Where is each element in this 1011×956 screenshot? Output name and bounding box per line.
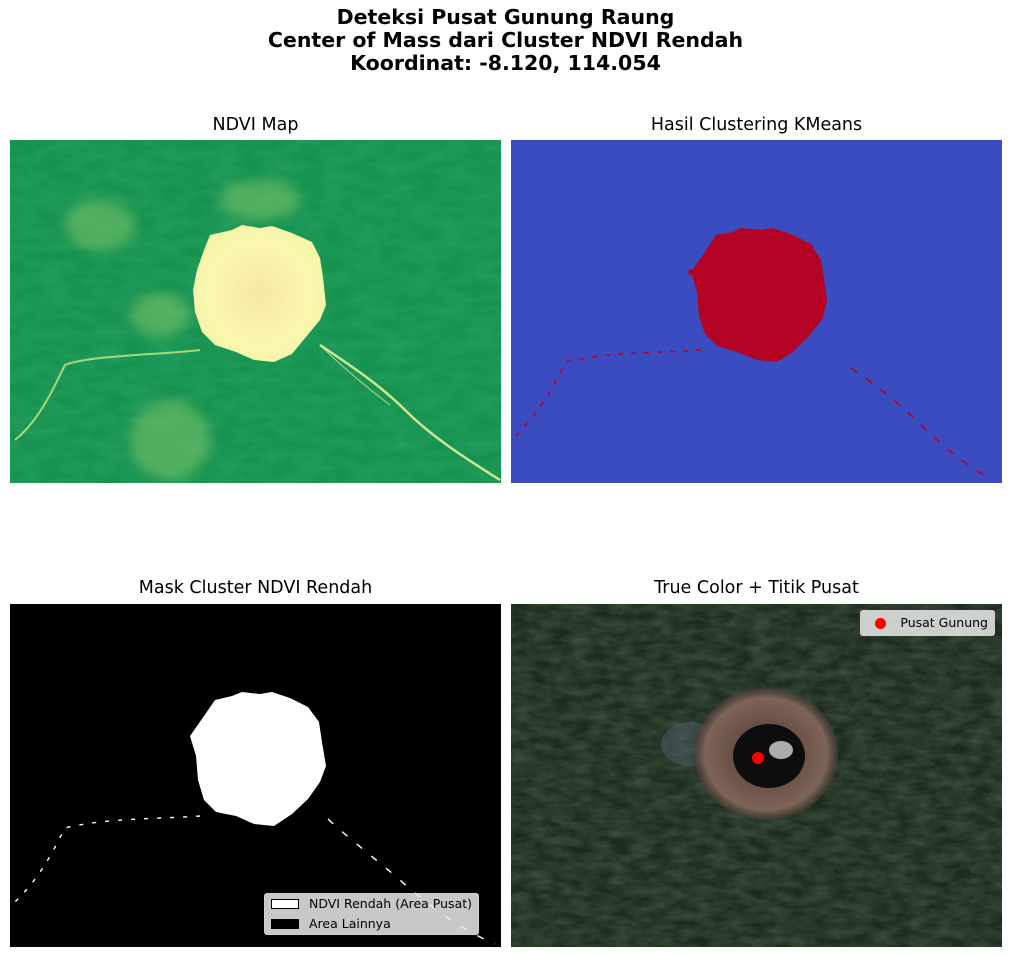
- ndvi-panel-title: NDVI Map: [212, 115, 299, 135]
- kmeans-map-svg: [511, 140, 1002, 483]
- suptitle-line-3: Koordinat: -8.120, 114.054: [350, 51, 661, 75]
- legend-marker-red: [875, 617, 887, 629]
- truecolor-legend: Pusat Gunung: [860, 610, 995, 636]
- crater-floor: [733, 724, 805, 788]
- kmeans-panel-title: Hasil Clustering KMeans: [650, 115, 863, 135]
- truecolor-legend-item: Pusat Gunung: [861, 611, 994, 635]
- figure-suptitle: Deteksi Pusat Gunung Raung Center of Mas…: [0, 6, 1011, 75]
- mask-image: NDVI Rendah (Area Pusat) Area Lainnya: [10, 604, 501, 947]
- truecolor-panel-title: True Color + Titik Pusat: [654, 578, 859, 598]
- suptitle-line-2: Center of Mass dari Cluster NDVI Rendah: [267, 28, 744, 52]
- mask-legend-item-low-ndvi: NDVI Rendah (Area Pusat): [265, 894, 478, 914]
- mask-legend: NDVI Rendah (Area Pusat) Area Lainnya: [264, 893, 480, 935]
- mask-svg: [10, 604, 501, 947]
- ndvi-bare-area: [193, 225, 326, 362]
- mask-panel-title: Mask Cluster NDVI Rendah: [138, 578, 373, 598]
- truecolor-image: Pusat Gunung: [511, 604, 1002, 947]
- mask-low-ndvi-area: [190, 692, 326, 826]
- legend-swatch-black: [271, 919, 299, 929]
- mask-legend-item-other: Area Lainnya: [265, 914, 478, 934]
- ndvi-map-image: [10, 140, 501, 483]
- legend-swatch-white: [271, 899, 299, 909]
- ndvi-map-svg: [10, 140, 501, 483]
- truecolor-legend-label: Pusat Gunung: [900, 615, 988, 630]
- center-marker: [752, 752, 764, 764]
- kmeans-map-image: [511, 140, 1002, 483]
- mask-legend-label-low-ndvi: NDVI Rendah (Area Pusat): [309, 896, 473, 911]
- kmeans-low-ndvi-cluster: [688, 228, 827, 362]
- truecolor-svg: [511, 604, 1002, 947]
- mask-legend-label-other: Area Lainnya: [309, 916, 391, 931]
- suptitle-line-1: Deteksi Pusat Gunung Raung: [336, 5, 675, 29]
